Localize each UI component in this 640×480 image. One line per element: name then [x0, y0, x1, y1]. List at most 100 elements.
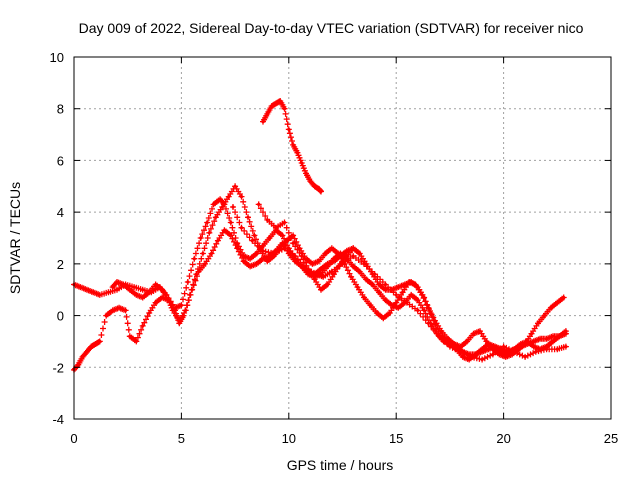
data-point	[78, 285, 82, 289]
data-point	[459, 345, 463, 349]
data-point	[293, 254, 297, 258]
data-point	[184, 308, 188, 312]
data-point	[229, 233, 233, 237]
data-point	[291, 241, 295, 245]
data-point	[545, 347, 549, 351]
series-track-3	[109, 227, 569, 363]
data-point	[134, 293, 138, 297]
data-point	[308, 179, 312, 183]
data-point	[394, 301, 398, 305]
data-point	[98, 293, 102, 297]
data-point	[371, 282, 375, 287]
data-point	[310, 262, 314, 266]
data-point	[199, 236, 203, 240]
data-point	[205, 220, 209, 225]
data-point	[293, 259, 297, 263]
data-point	[282, 220, 287, 225]
data-point	[166, 298, 171, 302]
data-point	[239, 226, 244, 230]
data-point	[332, 257, 336, 261]
data-point	[89, 345, 93, 349]
data-point	[439, 329, 443, 333]
data-point	[218, 197, 222, 201]
data-point	[401, 290, 405, 294]
data-point	[358, 251, 362, 256]
data-point	[76, 363, 80, 367]
data-point	[564, 329, 568, 333]
data-point	[319, 288, 323, 292]
data-point	[235, 246, 239, 250]
y-tick-label: 2	[57, 257, 64, 272]
data-point	[300, 254, 304, 258]
data-series	[71, 98, 569, 373]
data-point	[388, 311, 392, 315]
data-point	[117, 306, 121, 310]
data-point	[278, 99, 282, 103]
data-point	[478, 329, 482, 333]
data-point	[437, 334, 441, 338]
data-point	[300, 161, 304, 165]
data-point	[332, 272, 336, 276]
data-point	[216, 239, 220, 243]
data-point	[564, 345, 568, 349]
data-point	[207, 231, 211, 235]
data-point	[179, 303, 183, 307]
data-point	[459, 350, 463, 354]
data-point	[469, 355, 473, 359]
marker-trace	[260, 98, 324, 195]
data-point	[480, 347, 484, 351]
data-point	[121, 282, 125, 287]
x-tick-label: 25	[604, 431, 618, 446]
data-point	[295, 151, 299, 155]
data-point	[345, 254, 349, 258]
y-tick-label: 10	[50, 50, 64, 65]
data-point	[532, 345, 536, 349]
data-point	[285, 239, 289, 243]
data-point	[128, 334, 132, 338]
y-tick-label: 6	[57, 153, 64, 168]
data-point	[250, 239, 254, 243]
data-point	[375, 311, 379, 315]
data-point	[362, 295, 366, 300]
data-point	[274, 101, 278, 106]
data-point	[317, 259, 321, 263]
x-tick-label: 10	[282, 431, 296, 446]
data-point	[115, 288, 119, 292]
series-track-6	[255, 201, 357, 293]
data-point	[106, 290, 110, 294]
data-point	[132, 285, 136, 289]
data-point	[246, 215, 250, 219]
data-point	[538, 337, 542, 341]
data-point	[351, 254, 355, 258]
data-point	[534, 350, 538, 354]
data-point	[214, 215, 218, 219]
data-point	[274, 226, 278, 230]
data-point	[104, 314, 108, 318]
x-tick-label: 5	[178, 431, 185, 446]
data-point	[383, 298, 388, 302]
data-point	[282, 107, 287, 111]
data-point	[229, 220, 233, 225]
data-point	[362, 262, 366, 266]
data-point	[536, 321, 540, 325]
marker-trace	[109, 227, 569, 363]
data-point	[255, 251, 259, 256]
data-point	[313, 184, 317, 188]
x-axis-label: GPS time / hours	[287, 457, 394, 473]
data-point	[351, 246, 355, 250]
data-point	[381, 316, 385, 320]
data-point	[160, 288, 164, 292]
data-point	[171, 308, 175, 312]
data-point	[390, 303, 394, 307]
marker-trace	[255, 201, 357, 293]
data-point	[203, 262, 207, 266]
data-point	[383, 288, 388, 292]
data-point	[542, 314, 547, 318]
data-point	[551, 334, 555, 338]
data-point	[506, 352, 510, 356]
data-point	[177, 319, 181, 323]
data-point	[313, 277, 317, 281]
data-point	[545, 337, 549, 341]
data-point	[383, 282, 388, 287]
